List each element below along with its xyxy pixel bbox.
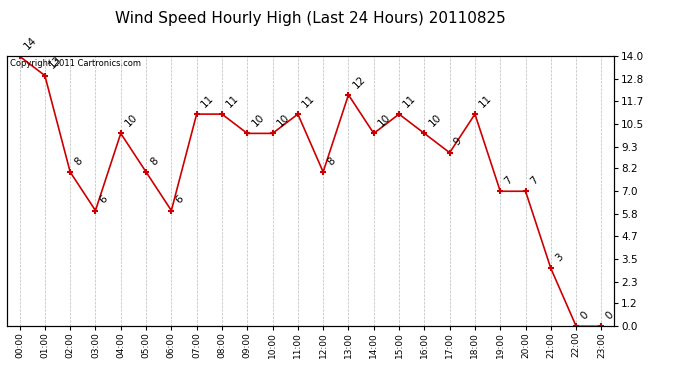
Text: 10: 10 (124, 112, 139, 129)
Text: 8: 8 (148, 155, 160, 167)
Text: 10: 10 (427, 112, 443, 129)
Text: 14: 14 (22, 35, 39, 51)
Text: 11: 11 (300, 93, 317, 109)
Text: 0: 0 (604, 310, 615, 321)
Text: 13: 13 (48, 54, 63, 71)
Text: 7: 7 (528, 175, 540, 186)
Text: Wind Speed Hourly High (Last 24 Hours) 20110825: Wind Speed Hourly High (Last 24 Hours) 2… (115, 11, 506, 26)
Text: 8: 8 (326, 155, 337, 167)
Text: 10: 10 (275, 112, 291, 129)
Text: 8: 8 (72, 155, 84, 167)
Text: 0: 0 (579, 310, 591, 321)
Text: 11: 11 (224, 93, 241, 109)
Text: Copyright 2011 Cartronics.com: Copyright 2011 Cartronics.com (10, 59, 141, 68)
Text: 7: 7 (503, 175, 515, 186)
Text: 6: 6 (174, 194, 186, 206)
Text: 10: 10 (376, 112, 393, 129)
Text: 3: 3 (553, 252, 565, 264)
Text: 11: 11 (199, 93, 215, 109)
Text: 11: 11 (402, 93, 418, 109)
Text: 9: 9 (452, 136, 464, 148)
Text: 10: 10 (250, 112, 266, 129)
Text: 6: 6 (98, 194, 110, 206)
Text: 11: 11 (477, 93, 494, 109)
Text: 12: 12 (351, 74, 367, 90)
